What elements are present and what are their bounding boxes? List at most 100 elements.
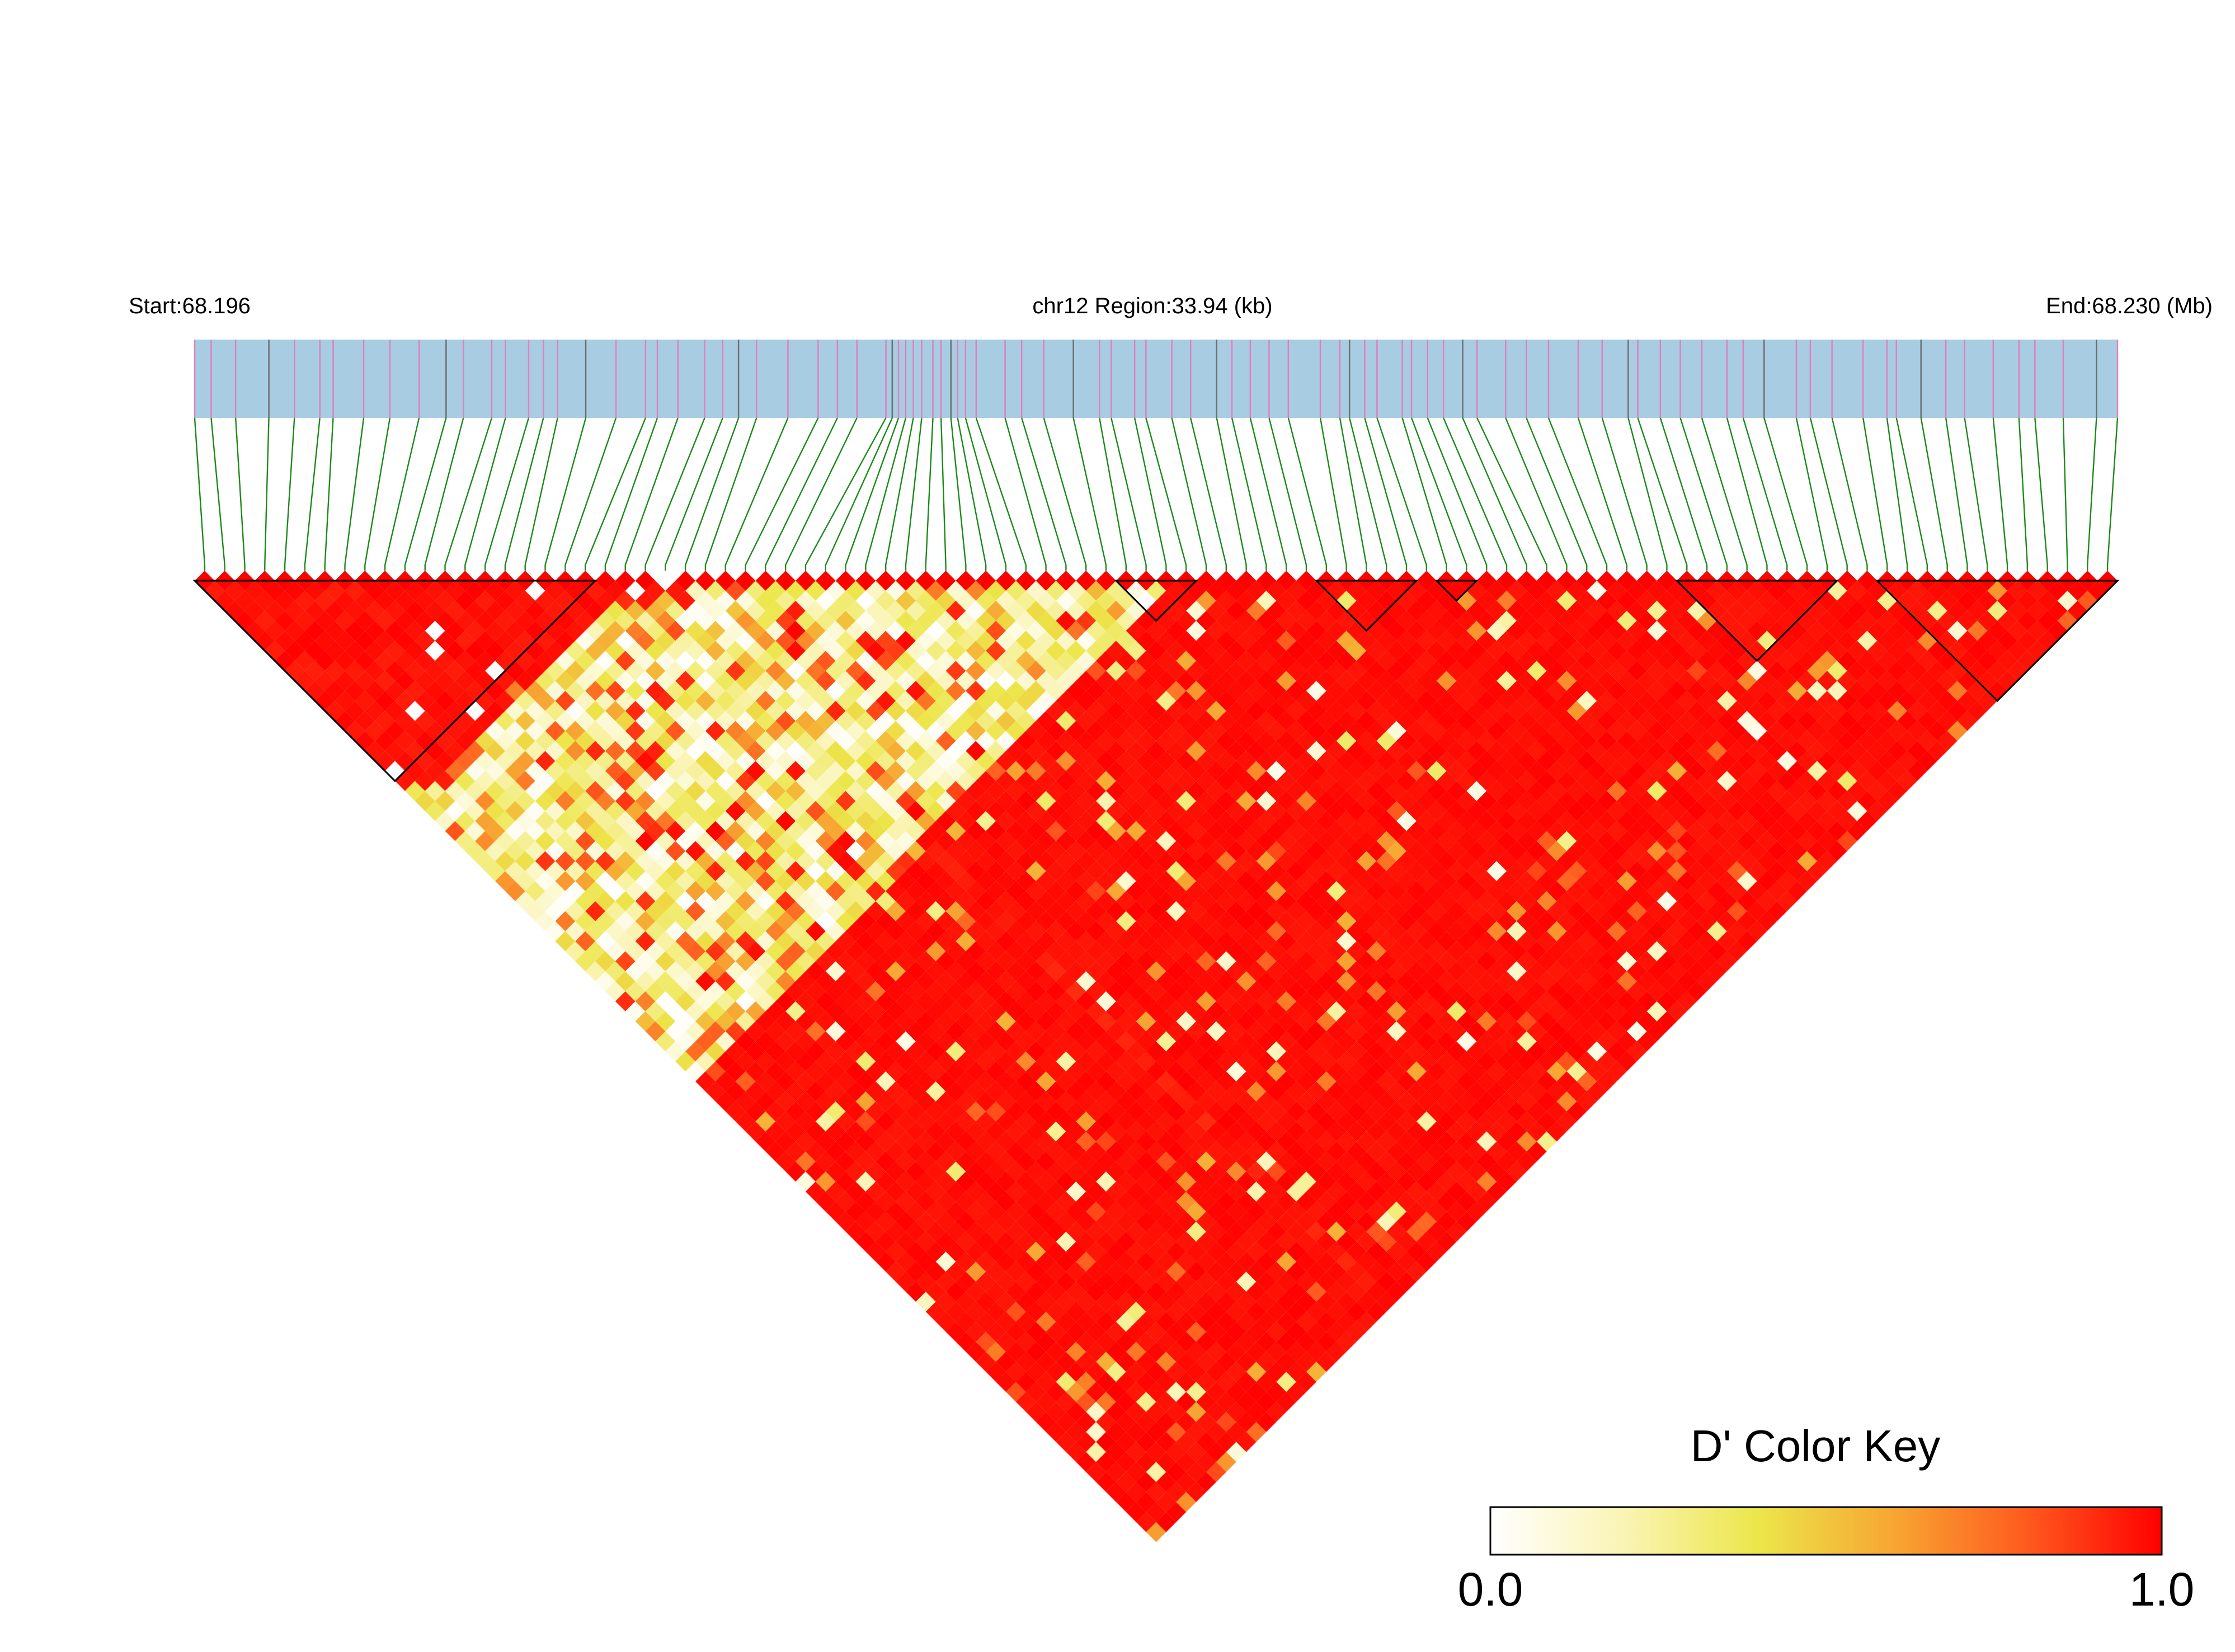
ld-cell — [1296, 911, 1316, 931]
ld-cell — [725, 801, 746, 821]
ld-cell — [1476, 951, 1497, 972]
ld-cell — [1546, 1081, 1567, 1102]
ld-cell — [685, 801, 705, 821]
ld-cell — [986, 641, 1006, 661]
ld-cell — [1497, 1071, 1517, 1091]
ld-cell — [605, 881, 625, 901]
ld-cell — [395, 771, 415, 791]
ld-cell — [1326, 1141, 1347, 1162]
ld-cell — [1156, 630, 1177, 651]
ld-cell — [925, 1161, 946, 1182]
ld-cell — [1086, 961, 1106, 982]
ld-cell — [1046, 761, 1066, 782]
ld-cell — [1406, 700, 1427, 721]
ld-cell — [1747, 620, 1767, 641]
ld-cell — [1226, 1382, 1246, 1402]
ld-cell — [375, 690, 396, 711]
ld-cell — [1076, 1191, 1097, 1212]
ld-cell — [876, 1151, 896, 1172]
ld-cell — [765, 721, 786, 741]
ld-cell — [1927, 620, 1947, 641]
ld-cell — [1536, 871, 1557, 891]
ld-cell — [545, 681, 566, 701]
ld-cell — [1176, 1231, 1197, 1252]
ld-cell — [1416, 771, 1437, 791]
ld-cell — [1136, 1251, 1156, 1272]
ld-cell — [986, 1201, 1006, 1222]
ld-cell — [1216, 630, 1236, 651]
ld-cell — [1076, 1051, 1097, 1072]
ld-cell — [1406, 1201, 1427, 1222]
ld-cell — [755, 1051, 776, 1072]
ld-cell — [1326, 901, 1347, 921]
ld-cell — [1526, 620, 1547, 641]
snp-connector — [1462, 417, 1528, 571]
ld-cell — [1286, 1382, 1307, 1402]
ld-cell — [835, 731, 856, 751]
ld-cell — [1206, 1121, 1226, 1142]
ld-cell — [1186, 1081, 1207, 1102]
ld-cell — [1146, 1141, 1166, 1162]
ld-cell — [1687, 781, 1707, 801]
ld-cell — [415, 651, 435, 671]
ld-cell — [1687, 821, 1707, 841]
ld-cell — [1597, 1071, 1617, 1091]
ld-cell — [1646, 741, 1667, 761]
ld-cell — [1276, 1352, 1297, 1372]
ld-cell — [966, 1001, 986, 1022]
ld-cell — [1226, 1342, 1246, 1362]
ld-cell — [1767, 700, 1787, 721]
ld-cell — [1336, 1111, 1357, 1132]
ld-cell — [1256, 971, 1277, 991]
ld-cell — [1356, 1191, 1377, 1212]
ld-cell — [615, 630, 636, 651]
ld-cell — [835, 1051, 856, 1072]
ld-cell — [1056, 891, 1076, 911]
ld-cell — [1196, 1352, 1216, 1372]
ld-cell — [815, 1171, 836, 1192]
ld-cell — [1276, 931, 1297, 952]
ld-cell — [1105, 781, 1126, 801]
ld-cell — [695, 1031, 716, 1052]
ld-cell — [815, 971, 836, 991]
ld-cell — [945, 841, 966, 862]
snp-connector — [1043, 417, 1087, 571]
ld-cell — [625, 661, 646, 681]
ld-cell — [655, 851, 676, 872]
ld-cell — [986, 1241, 1006, 1262]
ld-cell — [1466, 801, 1487, 821]
ld-cell — [1186, 961, 1207, 982]
ld-cell — [986, 1321, 1006, 1342]
ld-cell — [1096, 1231, 1116, 1252]
ld-cell — [956, 1051, 976, 1072]
ld-cell — [1396, 931, 1417, 952]
ld-cell — [324, 620, 345, 641]
ld-cell — [1105, 620, 1126, 641]
ld-cell — [1747, 881, 1767, 901]
ld-cell — [555, 831, 576, 851]
ld-cell — [1076, 651, 1097, 671]
ld-cell — [876, 1071, 896, 1091]
ld-cell — [715, 911, 736, 931]
ld-cell — [1436, 891, 1457, 911]
ld-cell — [1556, 831, 1577, 851]
ld-cell — [905, 1182, 926, 1202]
ld-cell — [775, 690, 796, 711]
ld-cell — [1176, 1111, 1197, 1132]
ld-cell — [805, 1041, 826, 1062]
ld-cell — [535, 671, 556, 691]
ld-cell — [1316, 871, 1337, 891]
ld-cell — [1316, 1031, 1337, 1052]
ld-cell — [1507, 620, 1527, 641]
ld-cell — [295, 590, 315, 611]
ld-cell — [505, 620, 525, 641]
ld-diagonal-cell — [1276, 571, 1297, 591]
ld-cell — [1116, 1251, 1136, 1272]
ld-cell — [796, 931, 816, 952]
ld-cell — [1266, 600, 1287, 621]
ld-cell — [1507, 761, 1527, 782]
ld-diagonal-cell — [1837, 571, 1857, 591]
ld-cell — [1406, 620, 1427, 641]
ld-cell — [1416, 1091, 1437, 1112]
ld-cell — [1406, 721, 1427, 741]
